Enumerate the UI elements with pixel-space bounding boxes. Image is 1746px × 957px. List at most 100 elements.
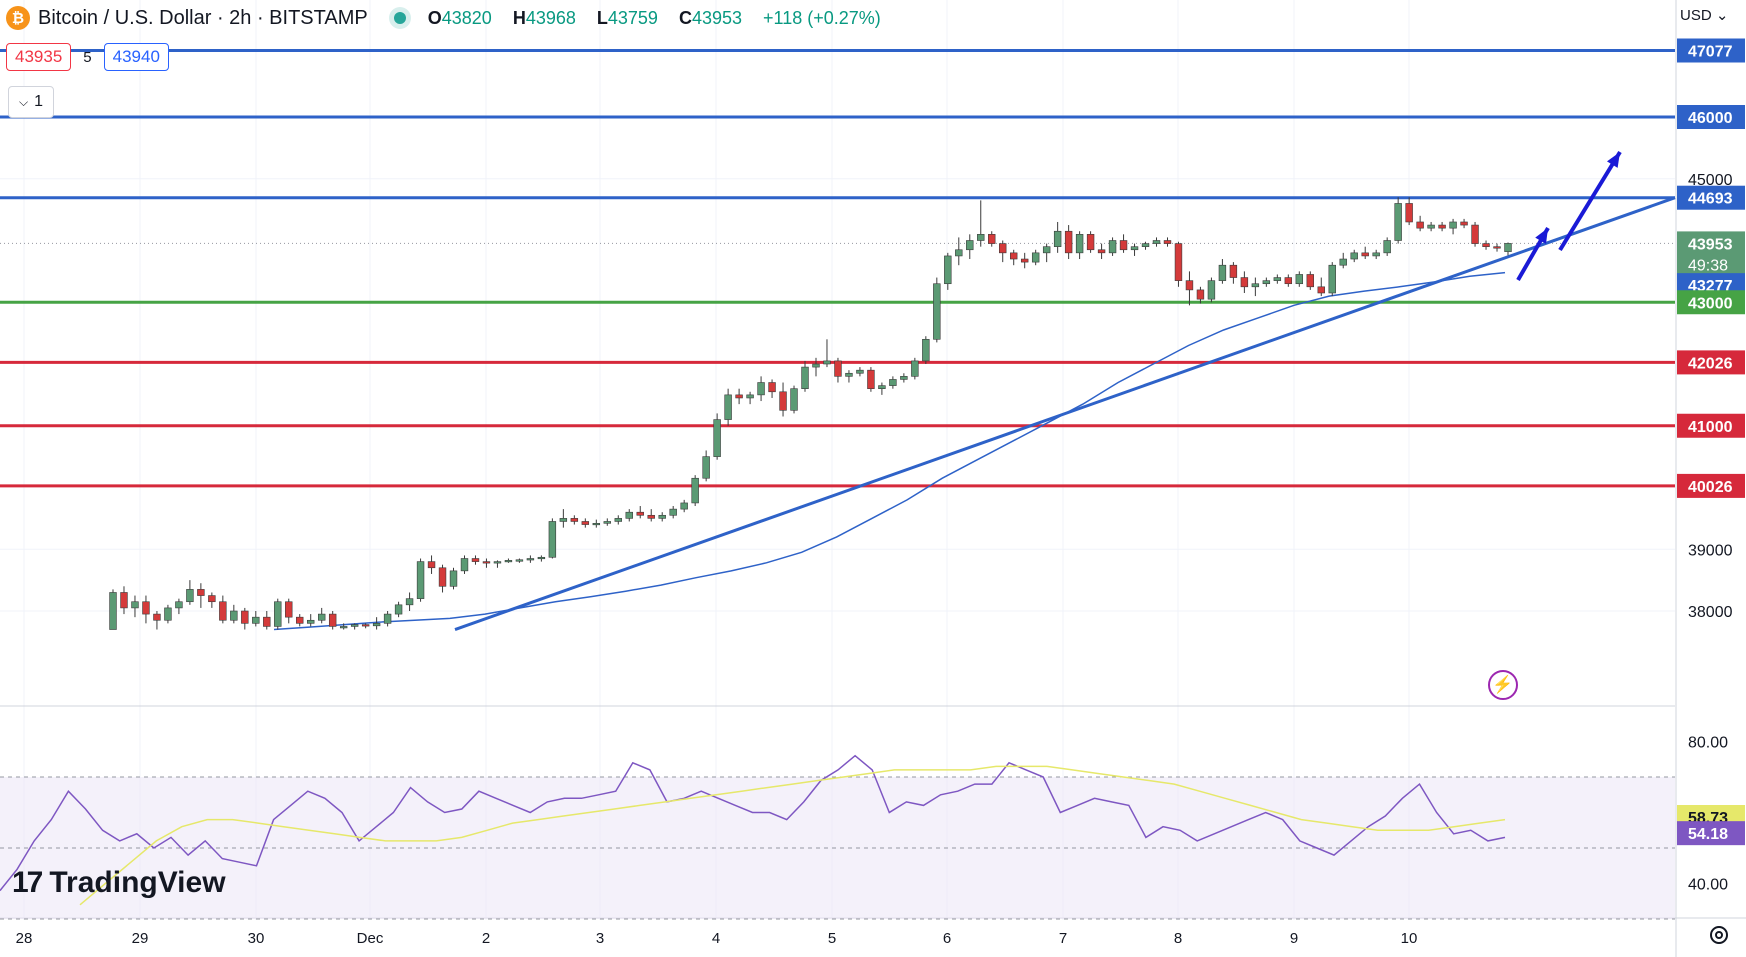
- candle: [1229, 262, 1238, 284]
- rsi-value-badge: [1677, 821, 1745, 846]
- candle: [856, 367, 864, 377]
- candle-body: [801, 366, 809, 389]
- candle: [581, 518, 590, 528]
- candle: [361, 623, 370, 629]
- candle-body: [790, 388, 798, 411]
- candle-body: [1163, 240, 1172, 244]
- candle: [603, 518, 611, 526]
- candle-body: [878, 385, 886, 389]
- candle: [625, 509, 633, 522]
- candle: [350, 623, 359, 630]
- symbol-header: ₿ Bitcoin / U.S. Dollar · 2h · BITSTAMP …: [6, 4, 889, 32]
- candle: [801, 360, 809, 392]
- last-price-label: 43953: [1688, 236, 1733, 253]
- price-level-label-badge: [1677, 473, 1745, 498]
- candle-body: [438, 567, 447, 587]
- candle: [1350, 249, 1358, 263]
- rsi-line: [0, 754, 1506, 892]
- candle-body: [570, 518, 579, 522]
- candle: [263, 611, 271, 630]
- candle: [1240, 271, 1249, 293]
- rsi-value: 54.18: [1688, 826, 1728, 843]
- candle: [504, 558, 513, 563]
- candle-body: [274, 601, 282, 627]
- candle-body: [1229, 264, 1238, 278]
- candle: [988, 231, 996, 247]
- candle-body: [1383, 240, 1391, 254]
- candle: [1075, 231, 1084, 260]
- candle: [1394, 197, 1402, 244]
- candle: [1416, 215, 1424, 232]
- candle: [691, 475, 699, 507]
- tradingview-mark-icon: 17: [12, 866, 43, 899]
- candle: [175, 598, 183, 615]
- buy-button[interactable]: 43940: [103, 43, 169, 71]
- candle: [944, 252, 952, 290]
- candle-body: [153, 613, 161, 621]
- candle: [1108, 237, 1117, 256]
- candle: [1020, 252, 1029, 269]
- candle-body: [1174, 243, 1183, 281]
- candle-body: [889, 379, 897, 386]
- time-tick-label: Dec: [357, 930, 384, 947]
- candle-body: [1240, 277, 1249, 288]
- symbol-title[interactable]: Bitcoin / U.S. Dollar · 2h · BITSTAMP: [38, 6, 368, 29]
- high-label: H: [512, 7, 526, 28]
- spread-value: 5: [83, 48, 92, 66]
- candle-body: [922, 338, 930, 362]
- candle: [394, 601, 403, 618]
- candle-body: [1427, 224, 1435, 229]
- candle-body: [856, 369, 864, 374]
- candle-body: [724, 394, 732, 420]
- candle-body: [592, 523, 601, 526]
- last-price-badge: [1677, 231, 1745, 278]
- candle: [845, 370, 853, 383]
- tradingview-logo[interactable]: 17 TradingView: [12, 866, 226, 900]
- candle: [955, 237, 963, 266]
- candle: [669, 506, 677, 519]
- currency-selector[interactable]: USD ⌄: [1680, 6, 1728, 24]
- candle: [900, 373, 908, 383]
- candle-body: [548, 521, 557, 558]
- indicators-toggle[interactable]: ⌵ 1: [8, 86, 54, 118]
- candle: [241, 607, 249, 630]
- bitcoin-icon[interactable]: ₿: [6, 6, 30, 30]
- candle: [1504, 242, 1512, 256]
- candle-body: [361, 624, 370, 627]
- candle-body: [581, 521, 590, 525]
- price-tick-label: 45000: [1688, 172, 1733, 189]
- candle: [614, 515, 622, 525]
- candle-body: [1108, 240, 1117, 254]
- candle-body: [614, 518, 622, 522]
- lightning-icon[interactable]: ⚡: [1488, 670, 1518, 700]
- candle-body: [1504, 243, 1512, 252]
- trendline: [454, 196, 1676, 631]
- candle: [1086, 231, 1095, 253]
- candle-body: [504, 560, 513, 563]
- candlesticks: [109, 197, 1512, 630]
- time-tick-label: 6: [943, 930, 951, 947]
- candle-body: [1207, 280, 1216, 300]
- sell-button[interactable]: 43935: [6, 43, 72, 71]
- candle-body: [526, 558, 535, 561]
- time-tick-label: 2: [482, 930, 490, 947]
- candle-body: [647, 514, 655, 519]
- ohlc-values: O43820 H43968 L43759 C43953 +118 (+0.27%…: [428, 8, 889, 29]
- candle-body: [1086, 234, 1095, 251]
- gear-icon[interactable]: [1706, 922, 1732, 948]
- candle-body: [779, 391, 787, 411]
- candle-body: [768, 382, 776, 393]
- candle-body: [933, 283, 941, 340]
- candle: [1185, 271, 1194, 306]
- candle: [867, 367, 875, 392]
- candle: [658, 512, 666, 522]
- market-open-indicator[interactable]: [393, 12, 406, 24]
- candle: [1306, 271, 1314, 290]
- indicators-count: 1: [34, 93, 43, 110]
- candle-body: [977, 234, 985, 241]
- candle-body: [1361, 252, 1369, 257]
- candle-body: [1438, 224, 1446, 229]
- candle: [1471, 221, 1479, 247]
- candle: [471, 555, 480, 565]
